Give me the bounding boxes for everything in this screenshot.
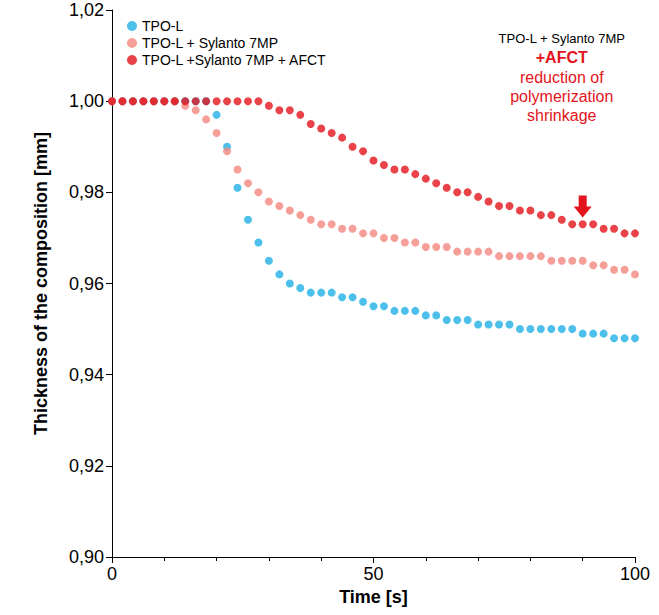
svg-text:shrinkage: shrinkage — [527, 107, 596, 124]
svg-text:0,98: 0,98 — [69, 182, 104, 202]
svg-text:Thickness of the composition [: Thickness of the composition [mm] — [31, 132, 51, 435]
svg-text:0,90: 0,90 — [69, 547, 104, 567]
svg-text:TPO-L + Sylanto 7MP: TPO-L + Sylanto 7MP — [499, 31, 625, 46]
svg-text:0,92: 0,92 — [69, 456, 104, 476]
svg-text:100: 100 — [620, 564, 650, 584]
svg-text:0: 0 — [107, 564, 117, 584]
svg-text:0,94: 0,94 — [69, 365, 104, 385]
svg-text:TPO-L: TPO-L — [142, 18, 183, 34]
svg-text:TPO-L + Sylanto 7MP: TPO-L + Sylanto 7MP — [142, 35, 278, 51]
svg-text:reduction of: reduction of — [520, 69, 604, 86]
svg-text:1,02: 1,02 — [69, 0, 104, 20]
svg-text:50: 50 — [363, 564, 383, 584]
svg-text:+AFCT: +AFCT — [536, 49, 588, 66]
svg-text:0,96: 0,96 — [69, 274, 104, 294]
svg-text:TPO-L +Sylanto 7MP + AFCT: TPO-L +Sylanto 7MP + AFCT — [142, 52, 326, 68]
svg-text:polymerization: polymerization — [510, 88, 613, 105]
svg-text:Time [s]: Time [s] — [339, 587, 408, 607]
svg-text:1,00: 1,00 — [69, 91, 104, 111]
